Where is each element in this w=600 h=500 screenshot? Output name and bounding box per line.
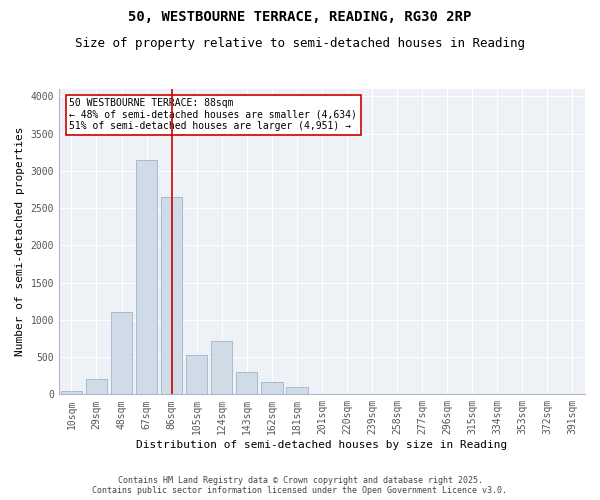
Bar xyxy=(186,355,208,395)
Bar xyxy=(286,387,308,394)
Bar xyxy=(86,380,107,394)
Y-axis label: Number of semi-detached properties: Number of semi-detached properties xyxy=(15,127,25,356)
Bar xyxy=(61,390,82,394)
Text: Size of property relative to semi-detached houses in Reading: Size of property relative to semi-detach… xyxy=(75,38,525,51)
Bar xyxy=(261,382,283,394)
Bar xyxy=(111,312,132,394)
Bar xyxy=(236,372,257,394)
X-axis label: Distribution of semi-detached houses by size in Reading: Distribution of semi-detached houses by … xyxy=(136,440,508,450)
Text: Contains HM Land Registry data © Crown copyright and database right 2025.
Contai: Contains HM Land Registry data © Crown c… xyxy=(92,476,508,495)
Bar xyxy=(161,197,182,394)
Bar xyxy=(211,340,232,394)
Text: 50 WESTBOURNE TERRACE: 88sqm
← 48% of semi-detached houses are smaller (4,634)
5: 50 WESTBOURNE TERRACE: 88sqm ← 48% of se… xyxy=(70,98,358,132)
Text: 50, WESTBOURNE TERRACE, READING, RG30 2RP: 50, WESTBOURNE TERRACE, READING, RG30 2R… xyxy=(128,10,472,24)
Bar xyxy=(136,160,157,394)
